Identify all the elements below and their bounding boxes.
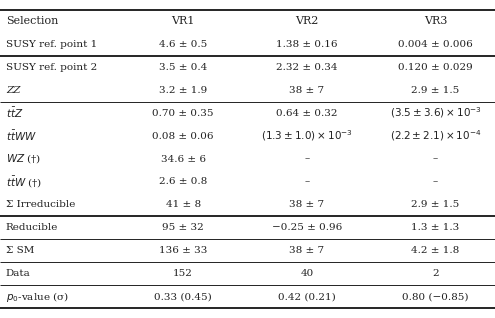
Text: –: –	[433, 177, 438, 186]
Text: 3.2 ± 1.9: 3.2 ± 1.9	[159, 86, 207, 94]
Text: 2.9 ± 1.5: 2.9 ± 1.5	[411, 200, 460, 210]
Text: $t\bar{t}W$ (†): $t\bar{t}W$ (†)	[6, 175, 42, 190]
Text: –: –	[433, 155, 438, 163]
Text: 0.08 ± 0.06: 0.08 ± 0.06	[152, 132, 214, 141]
Text: 0.42 (0.21): 0.42 (0.21)	[278, 293, 336, 301]
Text: Reducible: Reducible	[6, 224, 58, 232]
Text: $WZ$ (†): $WZ$ (†)	[6, 153, 41, 165]
Text: VR2: VR2	[295, 16, 319, 26]
Text: 95 ± 32: 95 ± 32	[162, 224, 204, 232]
Text: VR3: VR3	[424, 16, 447, 26]
Text: 2.32 ± 0.34: 2.32 ± 0.34	[276, 63, 338, 72]
Text: 38 ± 7: 38 ± 7	[290, 200, 324, 210]
Text: 40: 40	[300, 269, 313, 279]
Text: 1.38 ± 0.16: 1.38 ± 0.16	[276, 39, 338, 49]
Text: 0.004 ± 0.006: 0.004 ± 0.006	[398, 39, 473, 49]
Text: 0.64 ± 0.32: 0.64 ± 0.32	[276, 108, 338, 118]
Text: 0.70 ± 0.35: 0.70 ± 0.35	[152, 108, 214, 118]
Text: 34.6 ± 6: 34.6 ± 6	[161, 155, 205, 163]
Text: 0.80 (−0.85): 0.80 (−0.85)	[402, 293, 469, 301]
Text: ZZ: ZZ	[6, 86, 20, 94]
Text: 3.5 ± 0.4: 3.5 ± 0.4	[159, 63, 207, 72]
Text: $(2.2 \pm 2.1)\times10^{-4}$: $(2.2 \pm 2.1)\times10^{-4}$	[390, 128, 481, 143]
Text: SUSY ref. point 2: SUSY ref. point 2	[6, 63, 97, 72]
Text: $(1.3 \pm 1.0)\times10^{-3}$: $(1.3 \pm 1.0)\times10^{-3}$	[261, 128, 353, 143]
Text: 38 ± 7: 38 ± 7	[290, 86, 324, 94]
Text: –: –	[304, 155, 309, 163]
Text: $p_0$-value (σ): $p_0$-value (σ)	[6, 290, 69, 304]
Text: 0.33 (0.45): 0.33 (0.45)	[154, 293, 212, 301]
Text: 4.6 ± 0.5: 4.6 ± 0.5	[159, 39, 207, 49]
Text: 41 ± 8: 41 ± 8	[166, 200, 200, 210]
Text: SUSY ref. point 1: SUSY ref. point 1	[6, 39, 97, 49]
Text: 136 ± 33: 136 ± 33	[159, 246, 207, 255]
Text: –: –	[304, 177, 309, 186]
Text: −0.25 ± 0.96: −0.25 ± 0.96	[272, 224, 342, 232]
Text: 38 ± 7: 38 ± 7	[290, 246, 324, 255]
Text: 152: 152	[173, 269, 193, 279]
Text: 2.6 ± 0.8: 2.6 ± 0.8	[159, 177, 207, 186]
Text: $t\bar{t}WW$: $t\bar{t}WW$	[6, 129, 37, 143]
Text: Σ Irreducible: Σ Irreducible	[6, 200, 75, 210]
Text: Data: Data	[6, 269, 31, 279]
Text: 1.3 ± 1.3: 1.3 ± 1.3	[411, 224, 460, 232]
Text: 2.9 ± 1.5: 2.9 ± 1.5	[411, 86, 460, 94]
Text: Σ SM: Σ SM	[6, 246, 34, 255]
Text: 0.120 ± 0.029: 0.120 ± 0.029	[398, 63, 473, 72]
Text: 4.2 ± 1.8: 4.2 ± 1.8	[411, 246, 460, 255]
Text: 2: 2	[432, 269, 439, 279]
Text: VR1: VR1	[171, 16, 195, 26]
Text: $t\bar{t}Z$: $t\bar{t}Z$	[6, 106, 23, 120]
Text: $(3.5 \pm 3.6)\times10^{-3}$: $(3.5 \pm 3.6)\times10^{-3}$	[390, 106, 482, 121]
Text: Selection: Selection	[6, 16, 58, 26]
